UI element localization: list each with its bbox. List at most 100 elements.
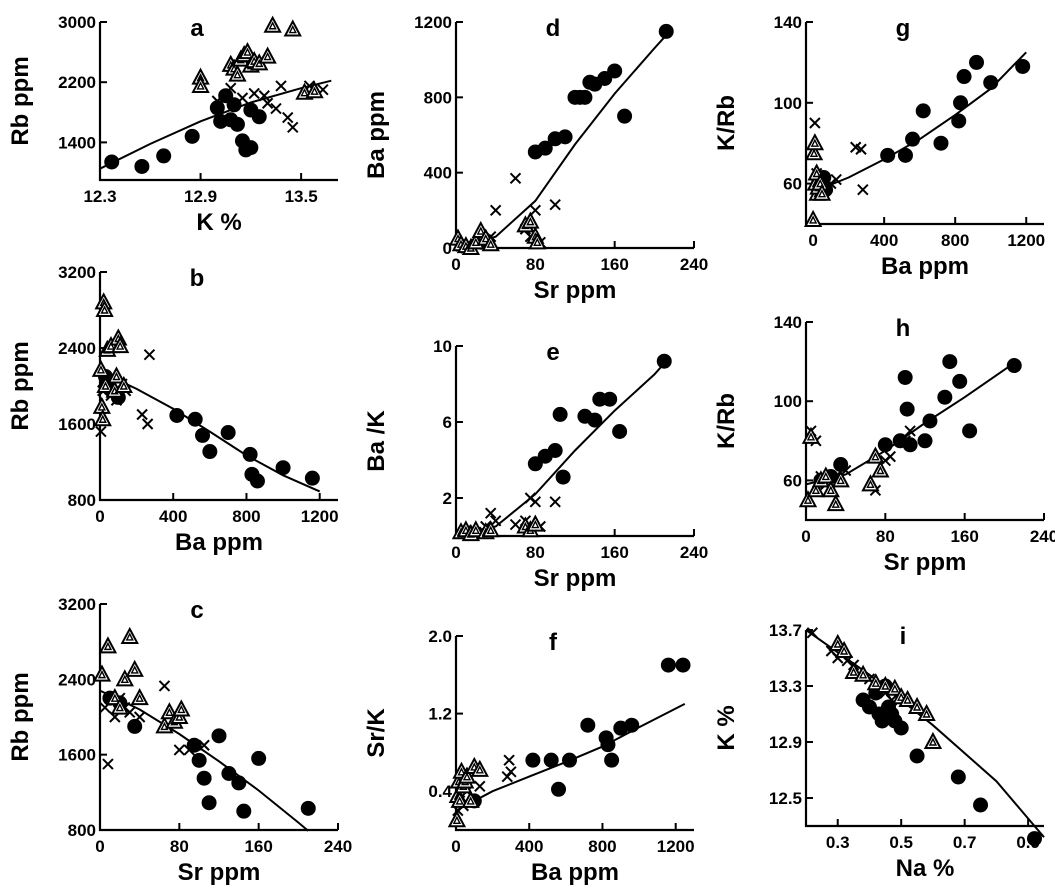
x-tick-label: 80 bbox=[876, 527, 895, 546]
data-point-triangle bbox=[861, 474, 880, 492]
y-tick-label: 400 bbox=[424, 164, 452, 183]
data-point-dot bbox=[229, 116, 245, 132]
data-point-triangle bbox=[461, 790, 480, 808]
data-point-triangle-inner bbox=[803, 495, 813, 504]
data-point-triangle bbox=[917, 703, 936, 721]
data-point-cross bbox=[855, 143, 867, 155]
x-tick-label: 0 bbox=[95, 837, 104, 856]
data-point-triangle-inner bbox=[288, 24, 297, 34]
data-point-triangle-inner bbox=[809, 148, 819, 157]
data-point-cross bbox=[830, 173, 842, 186]
data-point-dot bbox=[953, 95, 969, 111]
data-point-triangle bbox=[305, 81, 324, 99]
data-point-triangle bbox=[191, 75, 210, 93]
data-point-cross bbox=[884, 450, 896, 463]
data-point-cross bbox=[503, 754, 515, 766]
data-point-triangle-inner bbox=[812, 168, 821, 178]
y-axis-label: Rb ppm bbox=[7, 672, 34, 761]
data-point-dot bbox=[604, 752, 620, 768]
data-point-dot bbox=[543, 752, 559, 768]
data-point-dot bbox=[300, 800, 316, 816]
x-tick-label: 240 bbox=[1030, 527, 1055, 546]
data-point-dot bbox=[933, 135, 949, 151]
panel-letter: g bbox=[896, 15, 911, 42]
data-point-triangle-inner bbox=[112, 371, 121, 381]
data-point-dot bbox=[956, 69, 972, 85]
data-point-triangle bbox=[263, 15, 282, 33]
data-point-triangle-inner bbox=[849, 667, 858, 676]
x-tick-label: 12.9 bbox=[184, 187, 217, 206]
data-point-triangle-inner bbox=[811, 485, 821, 494]
data-point-cross bbox=[485, 507, 497, 519]
data-point-triangle-inner bbox=[100, 305, 109, 314]
data-point-triangle-inner bbox=[475, 765, 484, 774]
data-point-triangle bbox=[447, 810, 467, 828]
data-point-triangle bbox=[481, 520, 500, 538]
x-axis-label: Ba ppm bbox=[175, 529, 263, 556]
data-point-dot bbox=[220, 425, 236, 441]
data-point-cross bbox=[173, 744, 186, 756]
x-tick-label: 0 bbox=[95, 507, 104, 526]
y-tick-label: 6 bbox=[443, 413, 452, 432]
data-point-cross bbox=[258, 90, 270, 102]
data-point-cross bbox=[133, 711, 146, 723]
data-point-triangle bbox=[816, 466, 836, 484]
data-point-triangle bbox=[821, 480, 840, 498]
data-point-triangle-inner bbox=[816, 179, 825, 188]
data-point-triangle-inner bbox=[103, 641, 113, 651]
data-point-triangle bbox=[805, 133, 825, 151]
data-point-triangle-inner bbox=[471, 237, 480, 247]
data-point-dot bbox=[275, 460, 291, 476]
data-point-dot bbox=[675, 657, 691, 673]
data-point-cross bbox=[248, 87, 260, 100]
y-axis-label: K % bbox=[713, 705, 740, 750]
x-tick-label: 240 bbox=[324, 837, 352, 856]
data-point-dot bbox=[600, 737, 616, 753]
data-point-triangle bbox=[528, 232, 547, 250]
data-point-dot bbox=[1006, 358, 1022, 374]
data-point-dot bbox=[555, 469, 571, 485]
data-point-cross bbox=[136, 408, 148, 421]
data-point-cross bbox=[275, 80, 287, 92]
data-point-dot bbox=[897, 147, 913, 163]
data-point-dot bbox=[236, 803, 252, 819]
trend-line bbox=[812, 51, 1027, 193]
x-tick-label: 800 bbox=[941, 231, 969, 250]
panel-e: 0 80 160 240 2 6 10 Sr ppm Ba /K e bbox=[363, 337, 708, 592]
data-point-triangle-inner bbox=[533, 237, 542, 247]
y-tick-label: 1400 bbox=[58, 133, 96, 152]
data-point-cross bbox=[529, 204, 542, 217]
data-point-triangle-inner bbox=[876, 465, 885, 475]
data-point-dot bbox=[658, 23, 674, 39]
data-point-triangle-inner bbox=[300, 88, 309, 97]
data-point-triangle bbox=[844, 661, 863, 679]
x-tick-label: 12.3 bbox=[83, 187, 116, 206]
trend-line bbox=[455, 360, 667, 536]
y-axis-label: K/Rb bbox=[713, 393, 740, 449]
trend-line bbox=[455, 34, 667, 249]
data-point-triangle bbox=[812, 183, 832, 201]
x-axis-label: Ba ppm bbox=[881, 253, 969, 280]
axes-frame bbox=[98, 604, 338, 832]
data-point-cross bbox=[806, 627, 819, 639]
x-tick-label: 0 bbox=[808, 231, 817, 250]
data-point-triangle bbox=[871, 460, 890, 478]
data-point-cross bbox=[899, 435, 911, 447]
data-point-triangle-inner bbox=[466, 796, 475, 805]
data-point-dot bbox=[231, 775, 247, 791]
data-point-triangle bbox=[93, 409, 112, 427]
data-point-dot bbox=[187, 411, 203, 427]
data-point-cross bbox=[183, 744, 195, 756]
data-point-triangle bbox=[853, 664, 873, 682]
data-point-triangle-inner bbox=[233, 70, 242, 79]
data-point-triangle bbox=[91, 359, 111, 377]
data-point-dot bbox=[249, 473, 265, 489]
data-point-dot bbox=[942, 354, 958, 370]
data-point-cross bbox=[124, 706, 136, 718]
axes-frame bbox=[454, 346, 694, 538]
x-tick-label: 400 bbox=[870, 231, 898, 250]
y-axis-label: Sr/K bbox=[363, 708, 390, 758]
data-point-triangle-inner bbox=[821, 471, 830, 481]
data-point-dot bbox=[226, 97, 242, 113]
data-point-dot bbox=[969, 54, 985, 70]
